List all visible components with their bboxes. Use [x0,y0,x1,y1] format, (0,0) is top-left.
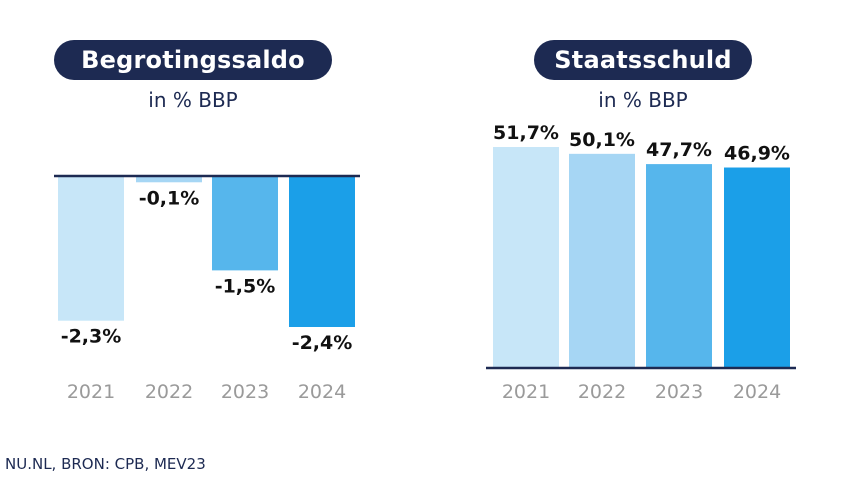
staatsschuld-bar-2024 [724,167,790,368]
begrotingssaldo-bar-2024 [289,176,355,327]
begrotingssaldo-value-label-2021: -2,3% [61,326,122,348]
staatsschuld-value-label-2022: 50,1% [569,129,635,151]
chart-subtitle-begrotingssaldo: in % BBP [148,88,238,112]
begrotingssaldo-tick-label-2021: 2021 [67,381,115,403]
begrotingssaldo-tick-label-2023: 2023 [221,381,269,403]
source-note: NU.NL, BRON: CPB, MEV23 [5,455,206,473]
begrotingssaldo-bar-2023 [212,176,278,271]
staatsschuld-bar-2023 [646,164,712,368]
begrotingssaldo-tick-label-2022: 2022 [145,381,193,403]
begrotingssaldo-bar-2021 [58,176,124,321]
begrotingssaldo-tick-label-2024: 2024 [298,381,346,403]
begrotingssaldo-value-label-2023: -1,5% [215,275,276,297]
staatsschuld-value-label-2021: 51,7% [493,122,559,144]
chart-subtitle-staatsschuld: in % BBP [598,88,688,112]
staatsschuld-bar-2022 [569,153,635,368]
begrotingssaldo-bar-2022 [136,176,202,183]
staatsschuld-bar-2021 [493,147,559,368]
begrotingssaldo-value-label-2022: -0,1% [139,187,200,209]
staatsschuld-tick-label-2023: 2023 [655,381,703,403]
staatsschuld-tick-label-2024: 2024 [733,381,781,403]
staatsschuld-tick-label-2022: 2022 [578,381,626,403]
chart-title-staatsschuld: Staatsschuld [534,40,752,80]
staatsschuld-value-label-2024: 46,9% [724,143,790,165]
staatsschuld-tick-label-2021: 2021 [502,381,550,403]
staatsschuld-value-label-2023: 47,7% [646,139,712,161]
begrotingssaldo-value-label-2024: -2,4% [292,332,353,354]
chart-title-begrotingssaldo: Begrotingssaldo [54,40,332,80]
